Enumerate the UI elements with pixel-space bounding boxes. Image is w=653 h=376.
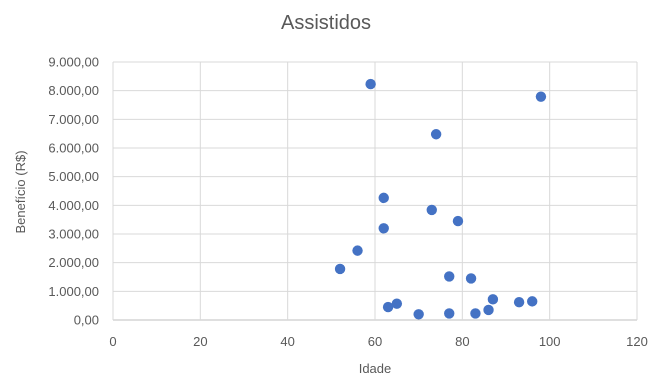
data-point <box>444 271 455 282</box>
data-point <box>452 215 464 227</box>
x-tick-label: 100 <box>539 334 561 349</box>
data-point <box>483 304 494 316</box>
data-point <box>430 129 442 140</box>
data-point <box>527 296 538 307</box>
y-tick-label: 9.000,00 <box>48 55 99 70</box>
x-tick-label: 80 <box>455 334 469 349</box>
y-tick-label: 3.000,00 <box>48 227 99 242</box>
tick-labels: 0,00 1.000,00 2.000,00 3.000,00 4.000,00 5.00… <box>48 55 647 350</box>
x-tick-label: 120 <box>626 334 648 349</box>
y-tick-label: 8.000,00 <box>48 83 99 98</box>
data-point <box>378 192 389 204</box>
data-points <box>334 78 547 320</box>
y-tick-label: 4.000,00 <box>48 198 99 213</box>
y-tick-label: 5.000,00 <box>48 169 99 184</box>
gridlines <box>112 61 638 321</box>
data-point <box>334 263 346 275</box>
y-tick-label: 1.000,00 <box>48 284 99 299</box>
chart-title: Assistidos <box>281 12 371 34</box>
data-point <box>352 245 363 256</box>
y-tick-label: 7.000,00 <box>48 112 99 127</box>
data-point <box>382 301 394 313</box>
x-axis-label: Idade <box>359 361 392 376</box>
data-point <box>426 204 437 216</box>
y-tick-label: 2.000,00 <box>48 255 99 270</box>
y-axis-label: Benefício (R$) <box>13 150 28 233</box>
data-point <box>465 273 477 284</box>
x-tick-label: 40 <box>280 334 294 349</box>
data-point <box>487 294 499 305</box>
data-point <box>513 297 525 308</box>
data-point <box>470 308 481 319</box>
x-tick-label: 0 <box>109 334 116 349</box>
x-tick-label: 20 <box>193 334 207 349</box>
data-point <box>535 91 547 102</box>
x-tick-label: 60 <box>368 334 382 349</box>
data-point <box>378 223 389 234</box>
y-tick-label: 0,00 <box>74 313 99 328</box>
y-tick-label: 6.000,00 <box>48 141 99 156</box>
data-point <box>391 298 403 309</box>
data-point <box>365 78 376 90</box>
data-point <box>444 308 455 319</box>
data-point <box>413 309 424 320</box>
